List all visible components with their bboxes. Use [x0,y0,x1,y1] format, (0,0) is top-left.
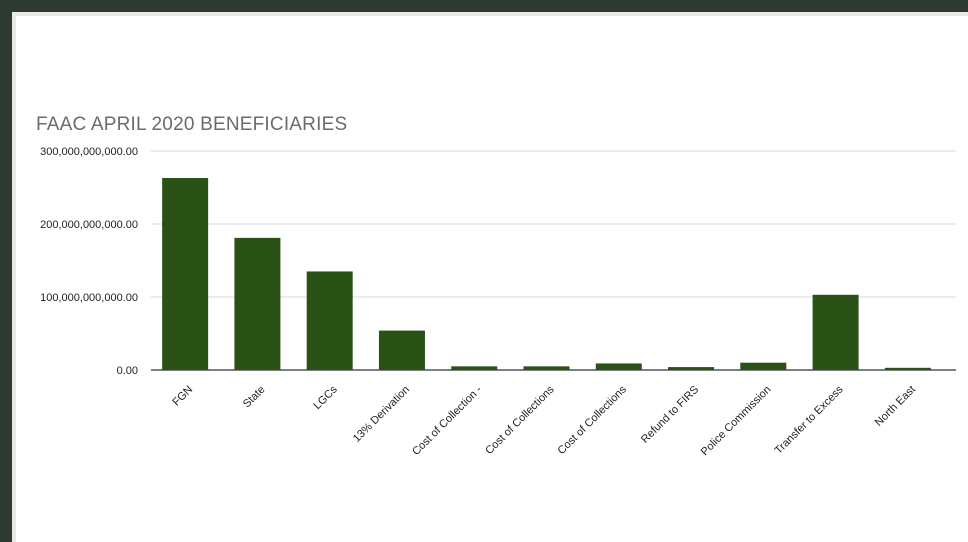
x-tick-label: Police Commission [699,384,774,459]
bar[interactable] [306,271,353,370]
x-tick-label: Refund to FIRS [639,384,701,446]
x-tick-label: Cost of Collections [556,383,630,457]
y-tick-label: 200,000,000,000.00 [40,219,138,231]
chart-title: FAAC APRIL 2020 BENEFICIARIES [36,114,348,135]
bar[interactable] [523,366,570,370]
bar[interactable] [595,363,642,370]
bar[interactable] [451,366,498,370]
bar[interactable] [740,362,787,370]
bar[interactable] [234,237,281,370]
x-tick-label: 13% Derivation [351,384,412,445]
chart-panel: FAAC APRIL 2020 BENEFICIARIES 0.00 100,00… [12,12,968,542]
x-tick-label: LGCs [311,383,340,412]
bar[interactable] [812,294,859,370]
y-tick-label: 0.00 [117,365,138,377]
chart-sheet: FAAC APRIL 2020 BENEFICIARIES 0.00 100,00… [16,16,968,542]
bar-chart: 0.00 100,000,000,000.00 200,000,000,000.00… [40,146,956,458]
bars [162,178,931,370]
bar[interactable] [884,367,931,370]
x-tick-label: Cost of Collections [483,383,557,457]
x-tick-label: Transfer to Excess [773,383,846,456]
bar[interactable] [162,178,209,370]
y-tick-label: 100,000,000,000.00 [40,292,138,304]
bar[interactable] [378,330,425,370]
x-tick-label: FGN [170,384,195,409]
x-tick-label: North East [873,384,918,429]
y-tick-label: 300,000,000,000.00 [40,146,138,158]
bar[interactable] [668,367,715,370]
y-axis-ticks: 0.00 100,000,000,000.00 200,000,000,000.00… [40,146,138,377]
x-tick-label: State [241,384,268,411]
x-tick-label: Cost of Collection - [410,383,484,457]
